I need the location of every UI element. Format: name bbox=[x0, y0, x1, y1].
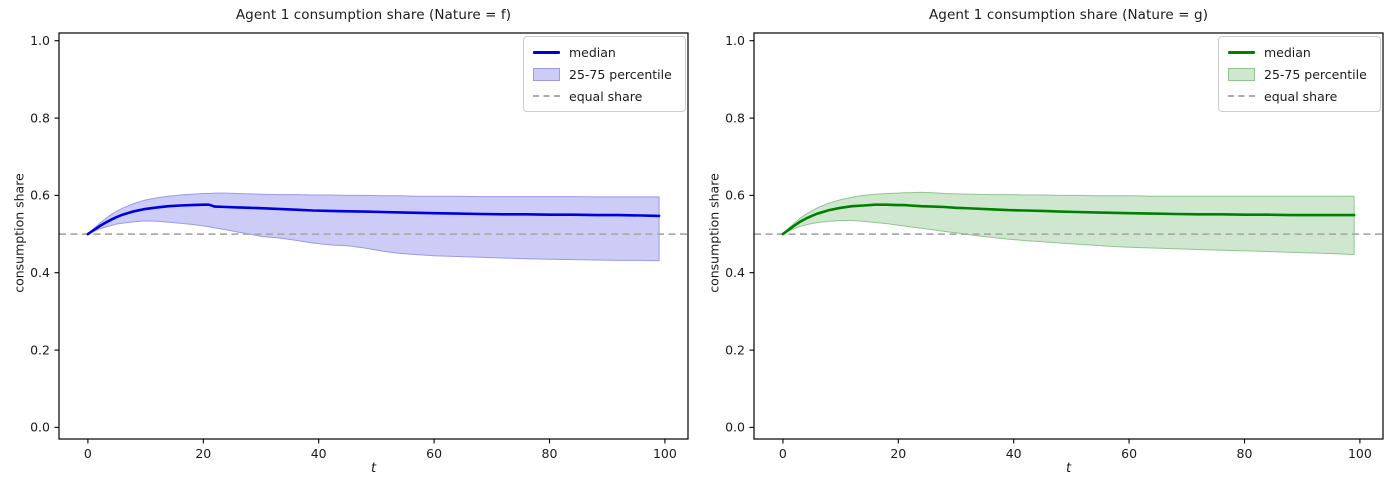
x-axis-label: t bbox=[370, 461, 377, 476]
y-tick-label: 0.0 bbox=[30, 420, 50, 435]
percentile-band bbox=[87, 192, 660, 262]
plot-area: 0 20 40 60 80 100 0.0 0.2 0.4 0.6 0.8 1.0 bbox=[725, 32, 1384, 461]
x-tick-label: 80 bbox=[542, 446, 558, 461]
chart-title: Agent 1 consumption share (Nature = f) bbox=[235, 7, 512, 23]
x-tick-label: 20 bbox=[890, 446, 906, 461]
equal-share-line-swatch bbox=[533, 95, 560, 97]
legend-label: equal share bbox=[569, 88, 643, 104]
x-tick-label: 100 bbox=[1348, 446, 1372, 461]
x-tick-label: 60 bbox=[426, 446, 442, 461]
x-tick-label: 40 bbox=[1006, 446, 1022, 461]
legend-item-median: median bbox=[1228, 43, 1371, 61]
median-line-swatch bbox=[533, 50, 560, 54]
y-tick-label: 0.8 bbox=[725, 110, 745, 125]
y-tick-label: 0.8 bbox=[30, 110, 50, 125]
x-axis-label: t bbox=[1065, 461, 1072, 476]
median-line bbox=[781, 203, 1356, 236]
legend-item-equal-share: equal share bbox=[1228, 87, 1371, 105]
y-tick-label: 0.6 bbox=[725, 188, 745, 203]
y-tick-label: 0.6 bbox=[30, 188, 50, 203]
legend-label: equal share bbox=[1264, 88, 1338, 104]
percentile-band-swatch bbox=[533, 67, 560, 81]
equal-share-line-swatch bbox=[1228, 95, 1255, 97]
x-tick-label: 0 bbox=[779, 446, 787, 461]
legend-item-percentile-band: 25-75 percentile bbox=[1228, 65, 1371, 83]
plot-spines bbox=[753, 32, 1384, 440]
x-tick-label: 60 bbox=[1121, 446, 1137, 461]
legend: median 25-75 percentile equal share bbox=[1218, 36, 1381, 112]
chart-panel-nature-f: Agent 1 consumption share (Nature = f) c… bbox=[12, 7, 689, 476]
plot-spines bbox=[58, 32, 689, 440]
legend-item-median: median bbox=[533, 43, 676, 61]
percentile-band bbox=[782, 191, 1355, 256]
y-tick-label: 0.2 bbox=[30, 342, 50, 357]
y-tick-label: 0.2 bbox=[725, 342, 745, 357]
y-tick-label: 0.4 bbox=[725, 265, 745, 280]
y-tick-label: 0.4 bbox=[30, 265, 50, 280]
y-tick-label: 0.0 bbox=[725, 420, 745, 435]
percentile-band-swatch bbox=[1228, 67, 1255, 81]
legend-label: median bbox=[569, 44, 616, 60]
plot-area: 0 20 40 60 80 100 0.0 0.2 0.4 0.6 0.8 1.0 bbox=[30, 32, 689, 461]
chart-title: Agent 1 consumption share (Nature = g) bbox=[928, 7, 1209, 23]
x-tick-label: 20 bbox=[195, 446, 211, 461]
x-tick-label: 40 bbox=[311, 446, 327, 461]
legend: median 25-75 percentile equal share bbox=[523, 36, 686, 112]
x-tick-label: 100 bbox=[653, 446, 677, 461]
x-tick-label: 0 bbox=[84, 446, 92, 461]
y-tick-label: 1.0 bbox=[30, 33, 50, 48]
legend-item-equal-share: equal share bbox=[533, 87, 676, 105]
median-line-swatch bbox=[1228, 50, 1255, 54]
x-tick-label: 80 bbox=[1237, 446, 1253, 461]
chart-panel-nature-g: Agent 1 consumption share (Nature = g) c… bbox=[695, 0, 1390, 490]
legend-label: 25-75 percentile bbox=[1264, 66, 1367, 82]
legend-item-percentile-band: 25-75 percentile bbox=[533, 65, 676, 83]
legend-label: median bbox=[1264, 44, 1311, 60]
y-tick-label: 1.0 bbox=[725, 33, 745, 48]
legend-label: 25-75 percentile bbox=[569, 66, 672, 82]
median-line bbox=[86, 203, 661, 236]
